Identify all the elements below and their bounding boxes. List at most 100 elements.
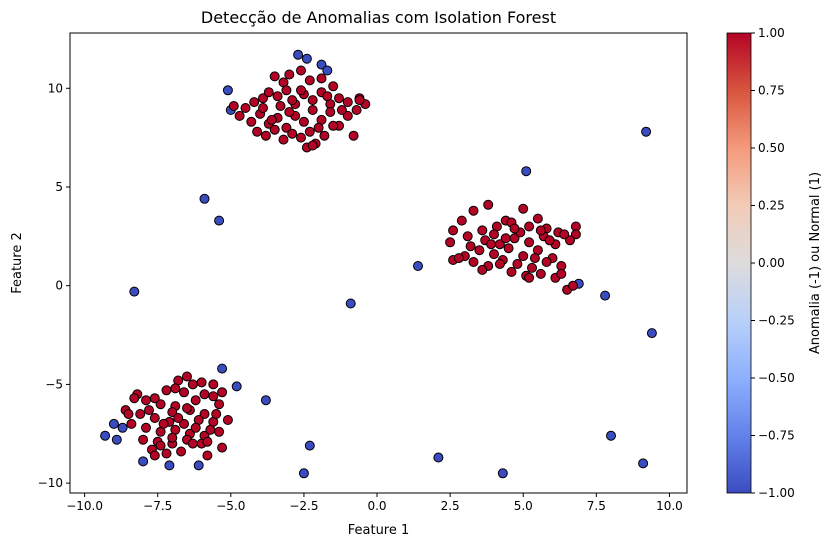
normal-point — [149, 413, 160, 423]
colorbar-tick-label: −0.50 — [758, 371, 795, 385]
anomaly-point — [260, 395, 271, 406]
colorbar-tick-label: −0.75 — [758, 429, 795, 443]
x-tick-label: −10.0 — [66, 499, 103, 513]
normal-point — [556, 268, 567, 279]
normal-point — [296, 85, 306, 96]
normal-point — [281, 85, 292, 96]
normal-point — [170, 383, 181, 394]
normal-point — [296, 65, 306, 76]
normal-point — [468, 205, 479, 216]
x-tick-label: 0.0 — [367, 499, 386, 513]
normal-point — [565, 235, 575, 246]
normal-point — [199, 409, 210, 419]
anomaly-point — [301, 53, 312, 64]
anomaly-point — [222, 85, 233, 96]
anomaly-point — [111, 434, 122, 445]
normal-point — [149, 393, 160, 404]
normal-point — [161, 448, 172, 459]
x-axis-label: Feature 1 — [348, 523, 410, 538]
anomaly-point — [638, 458, 649, 469]
colorbar-tick-label: 0.25 — [758, 199, 785, 213]
anomaly-point — [108, 418, 119, 429]
colorbar-tick-label: −1.00 — [758, 486, 795, 500]
normal-point — [287, 95, 298, 106]
normal-point — [325, 107, 336, 117]
normal-point — [319, 130, 330, 141]
x-tick-label: 7.5 — [587, 499, 606, 513]
normal-point — [298, 116, 309, 127]
normal-point — [448, 225, 459, 236]
anomaly-point — [497, 468, 508, 479]
colorbar-tick-label: −0.25 — [758, 314, 795, 328]
colorbar — [726, 32, 752, 494]
normal-point — [535, 225, 546, 236]
normal-point — [205, 424, 216, 435]
normal-point — [129, 393, 140, 404]
colorbar-ticks: 1.00 0.75 0.50 0.25 0.00 −0.25 −0.50 −0.75 −1.00 — [751, 26, 795, 500]
normal-point — [284, 107, 295, 117]
normal-point — [126, 418, 137, 429]
normal-point — [208, 379, 219, 390]
y-tick-label: −10 — [38, 476, 63, 490]
normal-point — [281, 122, 292, 133]
plot-area-frame — [69, 32, 688, 494]
normal-point — [489, 229, 499, 240]
colorbar-tick-label: 0.50 — [758, 141, 785, 155]
normal-point — [462, 231, 473, 242]
normal-point — [296, 132, 306, 143]
anomaly-point — [316, 59, 327, 70]
normal-point — [260, 130, 271, 141]
anomaly-point — [100, 430, 111, 441]
normal-point — [287, 128, 298, 139]
normal-point — [322, 91, 333, 102]
normal-point — [176, 446, 187, 457]
normal-point — [307, 140, 318, 151]
normal-point — [477, 264, 488, 275]
normal-point — [269, 71, 280, 82]
anomaly-point — [217, 363, 228, 374]
y-tick-label: 10 — [48, 81, 63, 95]
normal-point — [354, 95, 365, 106]
x-tick-label: −5.0 — [216, 499, 245, 513]
normal-point — [509, 223, 520, 234]
colorbar-label: Anomalia (-1) ou Normal (1) — [808, 172, 823, 354]
normal-point — [468, 257, 479, 267]
normal-point — [284, 69, 295, 80]
x-tick-label: 10.0 — [656, 499, 683, 513]
anomaly-point — [606, 430, 616, 441]
normal-point — [453, 253, 464, 264]
normal-point — [214, 426, 225, 437]
anomaly-point — [304, 440, 315, 451]
normal-point — [483, 199, 494, 210]
normal-point — [234, 110, 245, 121]
normal-point — [529, 253, 540, 264]
normal-point — [155, 399, 166, 410]
y-tick-label: −5 — [45, 377, 63, 391]
normal-point — [336, 105, 347, 115]
normal-point — [161, 385, 172, 396]
normal-point — [559, 229, 570, 240]
normal-point — [500, 233, 511, 244]
normal-point — [328, 120, 339, 131]
colorbar-tick-label: 1.00 — [758, 26, 785, 40]
normal-point — [503, 243, 514, 254]
anomaly-point — [193, 460, 204, 471]
normal-point — [258, 93, 268, 104]
normal-point — [506, 266, 517, 277]
anomaly-point — [214, 215, 225, 226]
anomaly-point — [322, 65, 333, 76]
anomaly-point — [413, 261, 423, 271]
normal-point — [474, 245, 485, 256]
x-tick-label: −7.5 — [143, 499, 172, 513]
normal-point — [214, 399, 225, 410]
anomaly-point — [521, 166, 532, 177]
normal-point — [202, 436, 213, 447]
normal-point — [272, 91, 283, 102]
y-tick-label: 5 — [55, 180, 63, 194]
x-tick-label: 5.0 — [514, 499, 533, 513]
normal-point — [173, 413, 184, 423]
normal-point — [182, 403, 192, 414]
normal-point — [199, 389, 210, 400]
